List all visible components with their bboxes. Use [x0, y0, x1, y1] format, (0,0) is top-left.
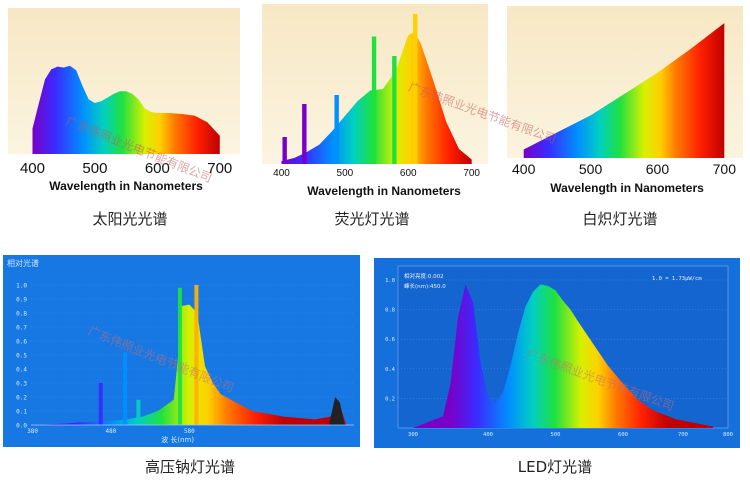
x-axis-label: Wavelength in Nanometers — [307, 184, 461, 198]
axis-band — [8, 154, 240, 196]
emission-peak — [328, 397, 345, 425]
y-tick-label: 0.6 — [385, 337, 395, 343]
x-tick-label: 500 — [337, 168, 354, 179]
emission-peak — [177, 287, 182, 425]
emission-peak — [98, 383, 103, 425]
y-tick-label: 0.7 — [16, 325, 27, 332]
x-tick-label: 700 — [207, 160, 232, 177]
emission-peak — [392, 56, 397, 164]
emission-peak — [194, 285, 199, 425]
y-tick-label: 0.9 — [16, 297, 27, 304]
y-tick-label: 0.1 — [16, 409, 27, 416]
x-tick-label: 480 — [106, 428, 117, 435]
x-tick-label: 500 — [551, 432, 561, 438]
emission-peak — [334, 95, 339, 164]
spectrum-area — [32, 65, 220, 154]
emission-peak — [413, 14, 418, 164]
incandescent-spectrum-caption: 白炽灯光谱 — [582, 210, 658, 228]
x-tick-label: 400 — [273, 168, 290, 179]
x-tick-label: 700 — [678, 432, 688, 438]
y-tick-label: 0.4 — [385, 367, 396, 373]
x-tick-label: 580 — [184, 428, 195, 435]
y-tick-label: 0.0 — [16, 423, 27, 430]
emission-peak — [282, 137, 287, 164]
spectrum-area — [523, 23, 725, 158]
sun-spectrum-caption: 太阳光光谱 — [92, 210, 168, 228]
y-tick-label: 0.8 — [385, 308, 395, 314]
x-axis-label: 波 长(nm) — [161, 435, 194, 444]
x-tick-label: 380 — [27, 428, 38, 435]
sodium-spectrum-panel: 相对光谱 1.0 0.9 0.8 0.7 0.6 0.5 0.4 0.3 0.2 0.1 0.0 380… — [3, 255, 360, 447]
spectrum-area — [413, 284, 713, 428]
x-axis-label: Wavelength in Nanometers — [550, 181, 704, 195]
led-spectrum-panel: 1.0 0.8 0.6 0.4 0.2 相对亮度:0.002 峰长(nm):450.0 1.0… — [374, 258, 740, 448]
y-tick-label: 0.3 — [16, 381, 27, 388]
sodium-spectrum-chart: 相对光谱 1.0 0.9 0.8 0.7 0.6 0.5 0.4 0.3 0.2 0.1 0.0380… — [3, 255, 360, 447]
x-tick-label: 600 — [646, 161, 670, 177]
y-tick-label: 0.5 — [16, 353, 27, 360]
x-tick-label: 400 — [20, 160, 45, 177]
y-tick-label: 0.2 — [385, 396, 395, 402]
y-tick-label: 1.0 — [385, 278, 395, 284]
fluorescent-spectrum-caption: 荧光灯光谱 — [334, 210, 410, 228]
emission-peak — [123, 352, 128, 425]
x-tick-label: 700 — [713, 161, 737, 177]
legend-label: 峰长(nm):450.0 — [404, 282, 446, 290]
x-axis-label: Wavelength in Nanometers — [49, 179, 203, 193]
incandescent-spectrum-chart: 400 500 600 700 Wavelength in Nanometers — [507, 6, 743, 202]
x-tick-label: 400 — [483, 432, 493, 438]
x-tick-label: 800 — [723, 432, 733, 438]
emission-peak — [371, 36, 377, 164]
x-tick-label: 500 — [579, 161, 603, 177]
incandescent-spectrum-panel: 400 500 600 700 Wavelength in Nanometers — [507, 6, 743, 202]
led-spectrum-caption: LED灯光谱 — [517, 458, 593, 476]
sun-spectrum-panel: 400 500 600 700 Wavelength in Nanometers — [8, 8, 240, 196]
led-spectrum-chart: 1.0 0.8 0.6 0.4 0.2 相对亮度:0.002 峰长(nm):450.0 1.0… — [374, 258, 740, 448]
emission-peak — [136, 399, 141, 425]
scale-note: 1.0 = 1.73μW/cm — [652, 276, 702, 282]
x-tick-label: 600 — [618, 432, 628, 438]
fluorescent-spectrum-panel: 400 500 600 700 Wavelength in Nanometers — [262, 4, 488, 202]
spectrum-area — [281, 32, 472, 164]
axis-band — [262, 164, 488, 202]
axis-band — [507, 158, 743, 202]
spectrum-area — [32, 304, 347, 425]
x-tick-label: 500 — [82, 160, 107, 177]
legend-label: 相对亮度:0.002 — [404, 272, 444, 280]
x-tick-label: 600 — [400, 168, 417, 179]
y-tick-label: 1.0 — [16, 283, 27, 290]
chart-header: 相对光谱 — [7, 258, 39, 268]
x-tick-label: 700 — [463, 168, 480, 179]
y-tick-label: 0.4 — [16, 367, 27, 374]
y-tick-label: 0.8 — [16, 311, 27, 318]
y-tick-label: 0.2 — [16, 395, 27, 402]
x-tick-label: 300 — [408, 432, 418, 438]
emission-peak — [302, 104, 307, 164]
sun-spectrum-chart: 400 500 600 700 Wavelength in Nanometers — [8, 8, 240, 196]
sodium-spectrum-caption: 高压钠灯光谱 — [144, 458, 235, 476]
x-tick-label: 400 — [512, 161, 536, 177]
y-tick-label: 0.6 — [16, 339, 27, 346]
x-tick-label: 600 — [145, 160, 170, 177]
